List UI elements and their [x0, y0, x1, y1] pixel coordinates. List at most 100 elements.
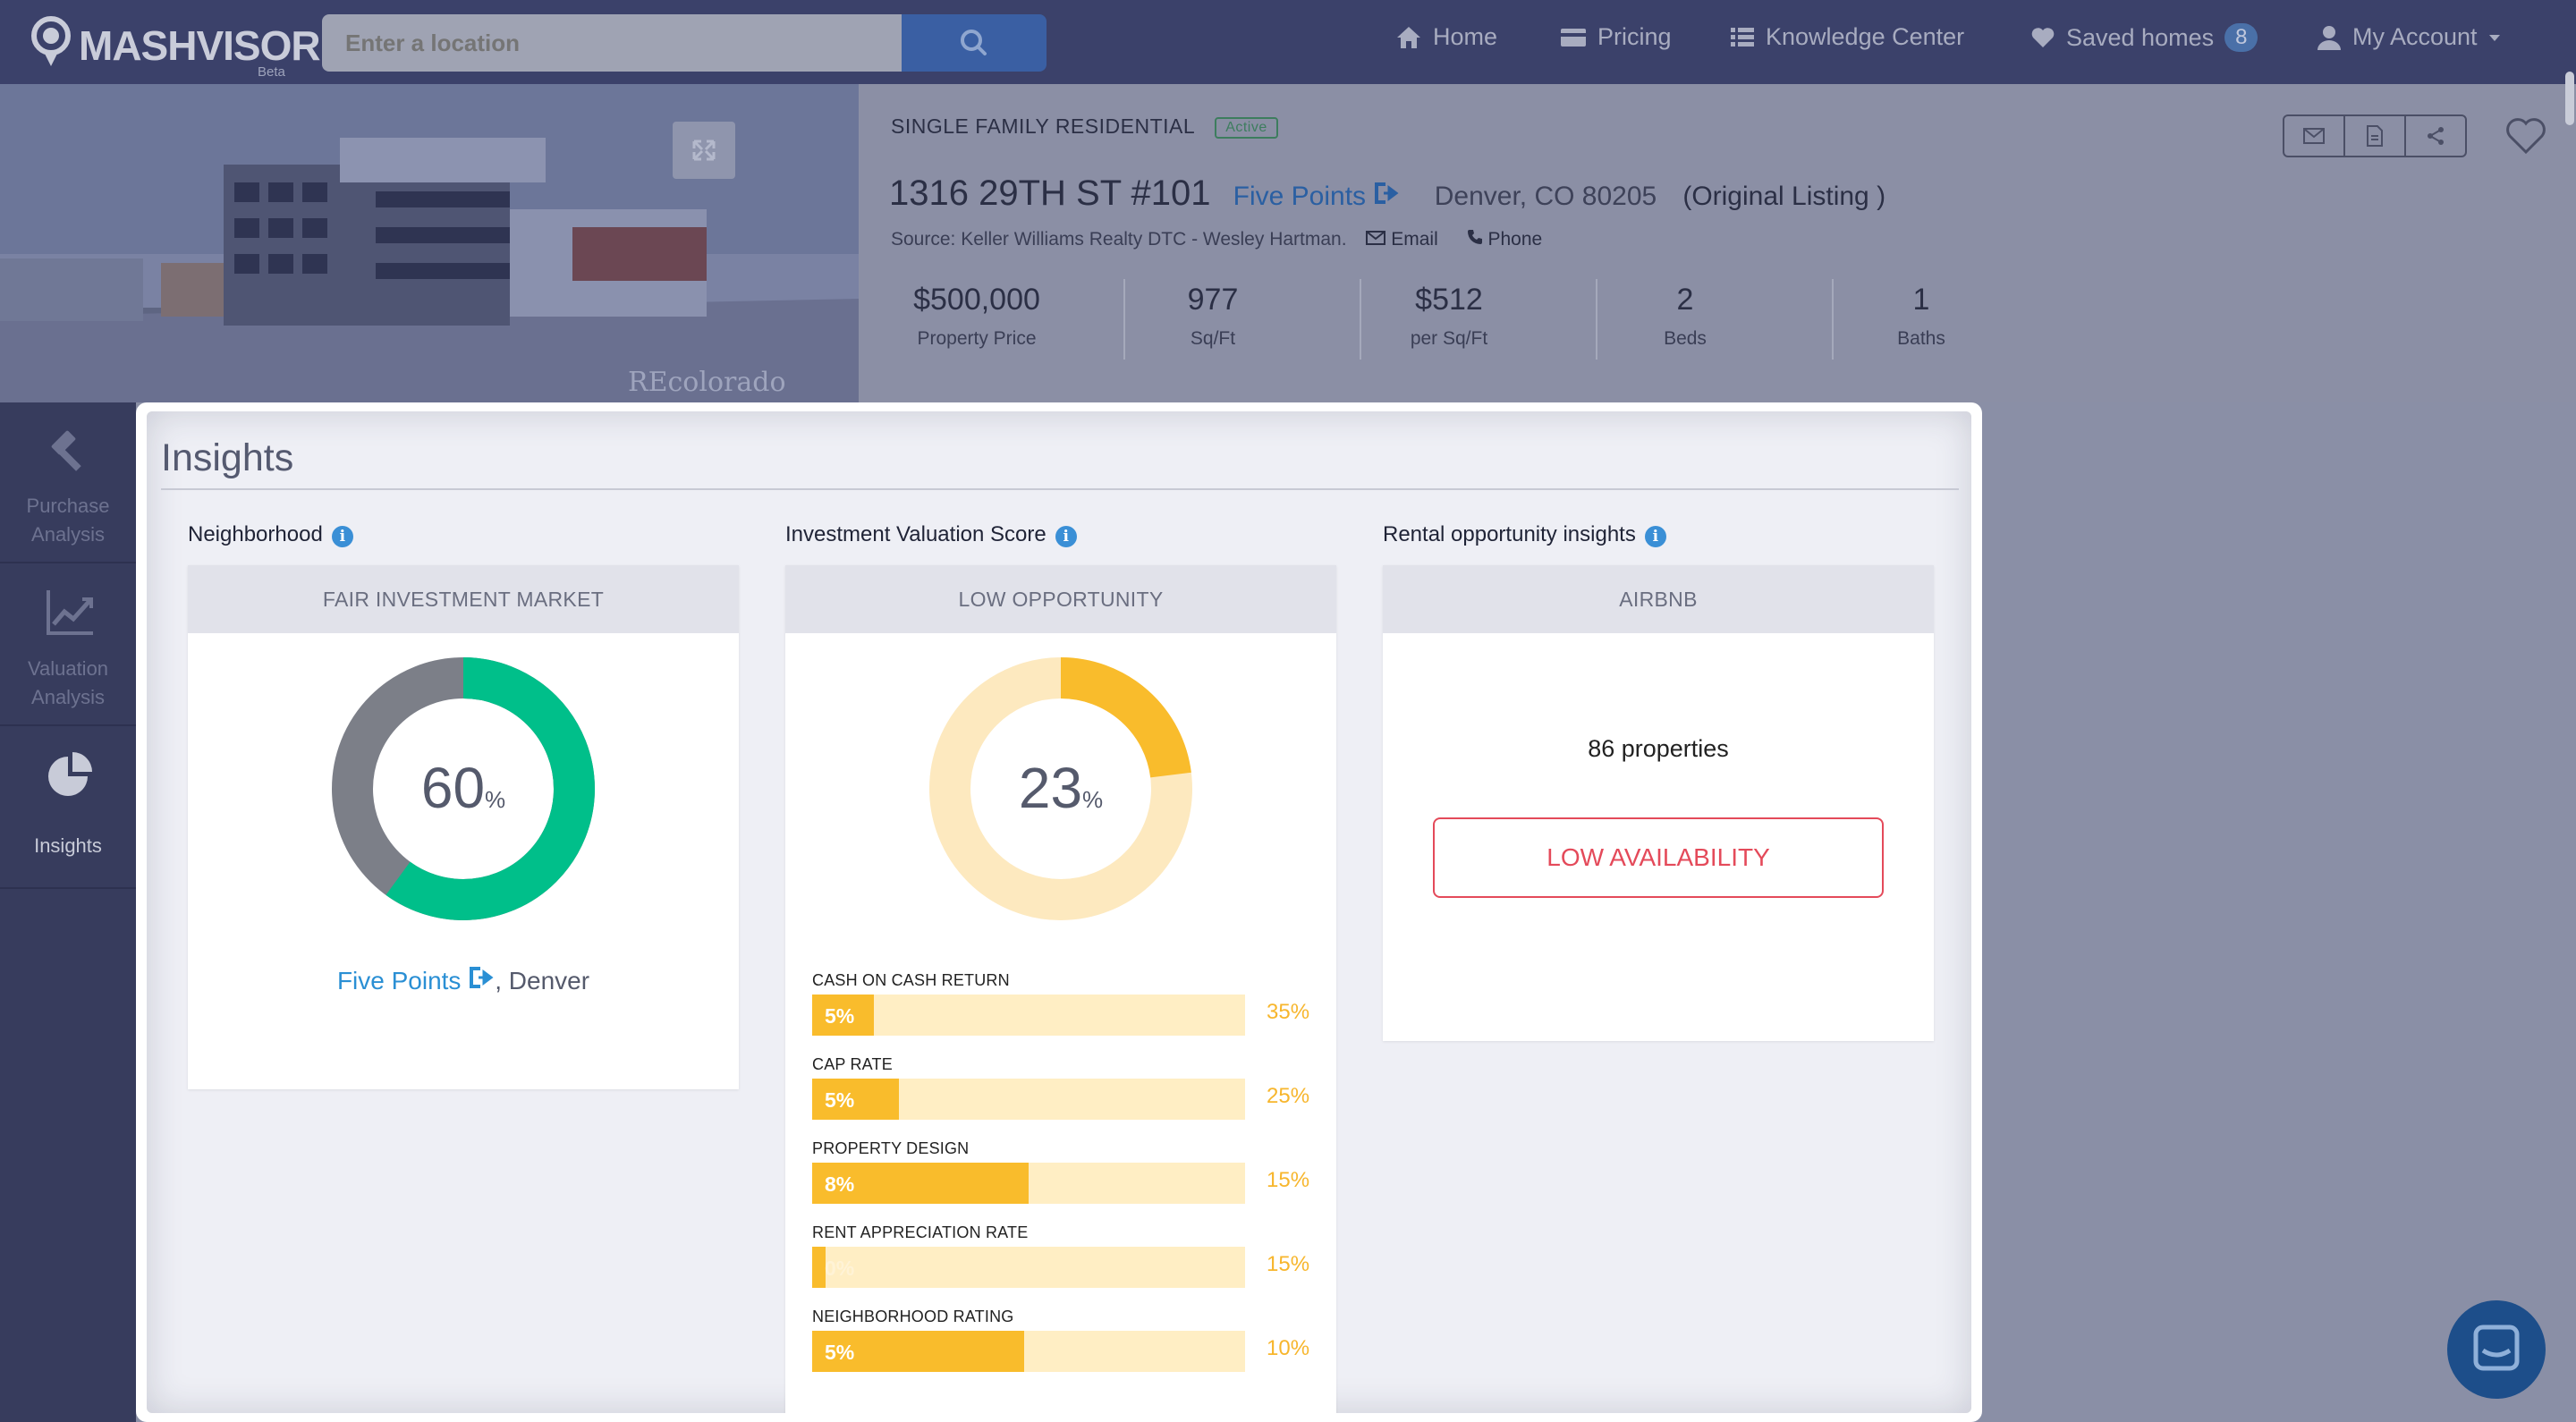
property-action-buttons: [2283, 114, 2467, 157]
heart-outline-icon: [2506, 118, 2546, 155]
metric-fill: [812, 1247, 826, 1288]
share-button[interactable]: [2406, 116, 2465, 156]
nav-knowledge-center[interactable]: Knowledge Center: [1730, 23, 1964, 51]
metric-track: 5%: [812, 1331, 1245, 1372]
neighborhood-score-value: 60: [420, 756, 486, 820]
pdf-download-button[interactable]: [2345, 116, 2406, 156]
property-photo[interactable]: REcolorado: [0, 84, 859, 402]
nav-pricing[interactable]: Pricing: [1560, 23, 1672, 51]
home-icon: [1397, 26, 1420, 48]
expand-photo-button[interactable]: [673, 122, 735, 179]
gavel-icon: [51, 430, 81, 471]
sidebar-item-valuation-analysis[interactable]: Valuation Analysis: [0, 565, 136, 726]
nav-my-account[interactable]: My Account: [2317, 23, 2501, 51]
neighborhood-city: , Denver: [495, 967, 590, 995]
valuation-score-value: 23: [1018, 756, 1083, 820]
neighborhood-score-label: 60%: [329, 755, 597, 821]
stat-label: Property Price: [917, 328, 1037, 349]
metric-max: 35%: [1267, 1000, 1310, 1024]
listing-source: Source: Keller Williams Realty DTC - Wes…: [891, 229, 1542, 250]
nav-pricing-label: Pricing: [1597, 23, 1672, 50]
phone-contact-label: Phone: [1487, 229, 1543, 250]
metric-value: 5%: [825, 1088, 855, 1112]
metric-label: PROPERTY DESIGN: [812, 1139, 970, 1157]
metric-fill: [812, 1331, 1025, 1372]
sidebar-item-label: Analysis: [31, 523, 105, 546]
five-points-link[interactable]: Five Points: [337, 967, 495, 995]
external-link-icon: [1375, 182, 1399, 204]
metric-max: 15%: [1267, 1168, 1310, 1192]
neighborhood-link[interactable]: Five Points: [1233, 182, 1408, 211]
stat-value: 977: [1187, 283, 1239, 317]
nav-saved-homes[interactable]: Saved homes 8: [2030, 23, 2258, 52]
list-icon: [1731, 27, 1754, 47]
neighborhood-heading-text: Neighborhood: [188, 522, 323, 546]
stat-divider: [1123, 279, 1125, 360]
property-city: Denver, CO 80205: [1434, 182, 1657, 211]
credit-card-icon: [1561, 28, 1586, 47]
valuation-band: LOW OPPORTUNITY: [785, 565, 1336, 633]
metric-value: 5%: [825, 1341, 855, 1364]
search-button[interactable]: [902, 14, 1046, 72]
saved-count-badge: 8: [2224, 23, 2258, 52]
airbnb-property-count: 86 properties: [1588, 735, 1729, 762]
brand-logo[interactable]: MASHVISOR Beta: [29, 14, 321, 80]
info-icon[interactable]: i: [331, 526, 353, 547]
phone-contact-link[interactable]: Phone: [1467, 229, 1543, 250]
nav-home[interactable]: Home: [1395, 23, 1497, 51]
sidebar-item-insights[interactable]: Insights: [0, 728, 136, 889]
location-search: [322, 14, 1046, 72]
insights-modal: Insights Neighborhood i FAIR INVESTMENT …: [136, 402, 1982, 1422]
rental-card: AIRBNB 86 properties LOW AVAILABILITY: [1383, 565, 1934, 1041]
info-icon[interactable]: i: [1055, 526, 1077, 547]
neighborhood-link-label: Five Points: [1233, 182, 1367, 211]
chat-launcher-button[interactable]: [2447, 1300, 2546, 1399]
email-contact-link[interactable]: Email: [1366, 229, 1443, 250]
envelope-icon: [2303, 128, 2325, 144]
chat-icon: [2473, 1325, 2520, 1371]
metric-max: 10%: [1267, 1336, 1310, 1360]
pdf-file-icon: [2367, 125, 2383, 147]
metric-track: 5%: [812, 995, 1245, 1036]
top-navbar: MASHVISOR Beta Home Pricing Knowledge Ce…: [0, 0, 2576, 84]
brand-beta-tag: Beta: [258, 64, 285, 80]
favorite-button[interactable]: [2504, 116, 2547, 156]
neighborhood-card: FAIR INVESTMENT MARKET 60% Five Points ,…: [188, 565, 739, 1089]
metric-label: CASH ON CASH RETURN: [812, 971, 1010, 989]
modal-title: Insights: [161, 436, 294, 479]
brand-name: MASHVISOR: [79, 22, 321, 69]
insights-panel: Insights Neighborhood i FAIR INVESTMENT …: [147, 411, 1971, 1413]
property-photo-image: [0, 84, 859, 402]
metric-rent-appreciation: RENT APPRECIATION RATE 0% 15%: [812, 1223, 1313, 1295]
share-icon: [2428, 127, 2444, 145]
property-details: SINGLE FAMILY RESIDENTIAL Active 1316 29…: [859, 84, 2576, 402]
metric-value: 8%: [825, 1172, 855, 1196]
nav-account-label: My Account: [2352, 23, 2478, 50]
nav-home-label: Home: [1433, 23, 1498, 50]
original-listing-link[interactable]: (Original Listing ): [1682, 182, 1886, 211]
info-icon[interactable]: i: [1644, 526, 1666, 547]
stat-value: 2: [1676, 283, 1694, 317]
stat-divider: [1360, 279, 1361, 360]
property-type: SINGLE FAMILY RESIDENTIAL Active: [891, 114, 1278, 139]
email-listing-button[interactable]: [2284, 116, 2345, 156]
valuation-heading-text: Investment Valuation Score: [785, 522, 1046, 546]
valuation-donut-fill: [929, 657, 1192, 920]
sidebar-item-purchase-analysis[interactable]: Purchase Analysis: [0, 402, 136, 563]
page-scrollbar[interactable]: [2565, 72, 2574, 125]
stat-baths: 1 Baths: [1803, 272, 2039, 358]
search-input[interactable]: [322, 14, 902, 72]
valuation-score-label: 23%: [927, 755, 1195, 821]
neighborhood-location: Five Points , Denver: [188, 966, 739, 995]
metric-fill: [812, 1079, 899, 1120]
property-type-label: SINGLE FAMILY RESIDENTIAL: [891, 114, 1195, 138]
envelope-icon: [1366, 231, 1386, 245]
availability-badge[interactable]: LOW AVAILABILITY: [1433, 817, 1884, 898]
valuation-score-pct: %: [1082, 786, 1104, 813]
sidebar-item-label: Insights: [34, 834, 102, 857]
metric-cash-on-cash: CASH ON CASH RETURN 5% 35%: [812, 971, 1313, 1043]
user-icon: [2318, 25, 2341, 50]
neighborhood-score-pct: %: [485, 786, 506, 813]
valuation-card: LOW OPPORTUNITY 23% CASH ON CASH RETURN …: [785, 565, 1336, 1413]
five-points-link-label: Five Points: [336, 967, 462, 995]
